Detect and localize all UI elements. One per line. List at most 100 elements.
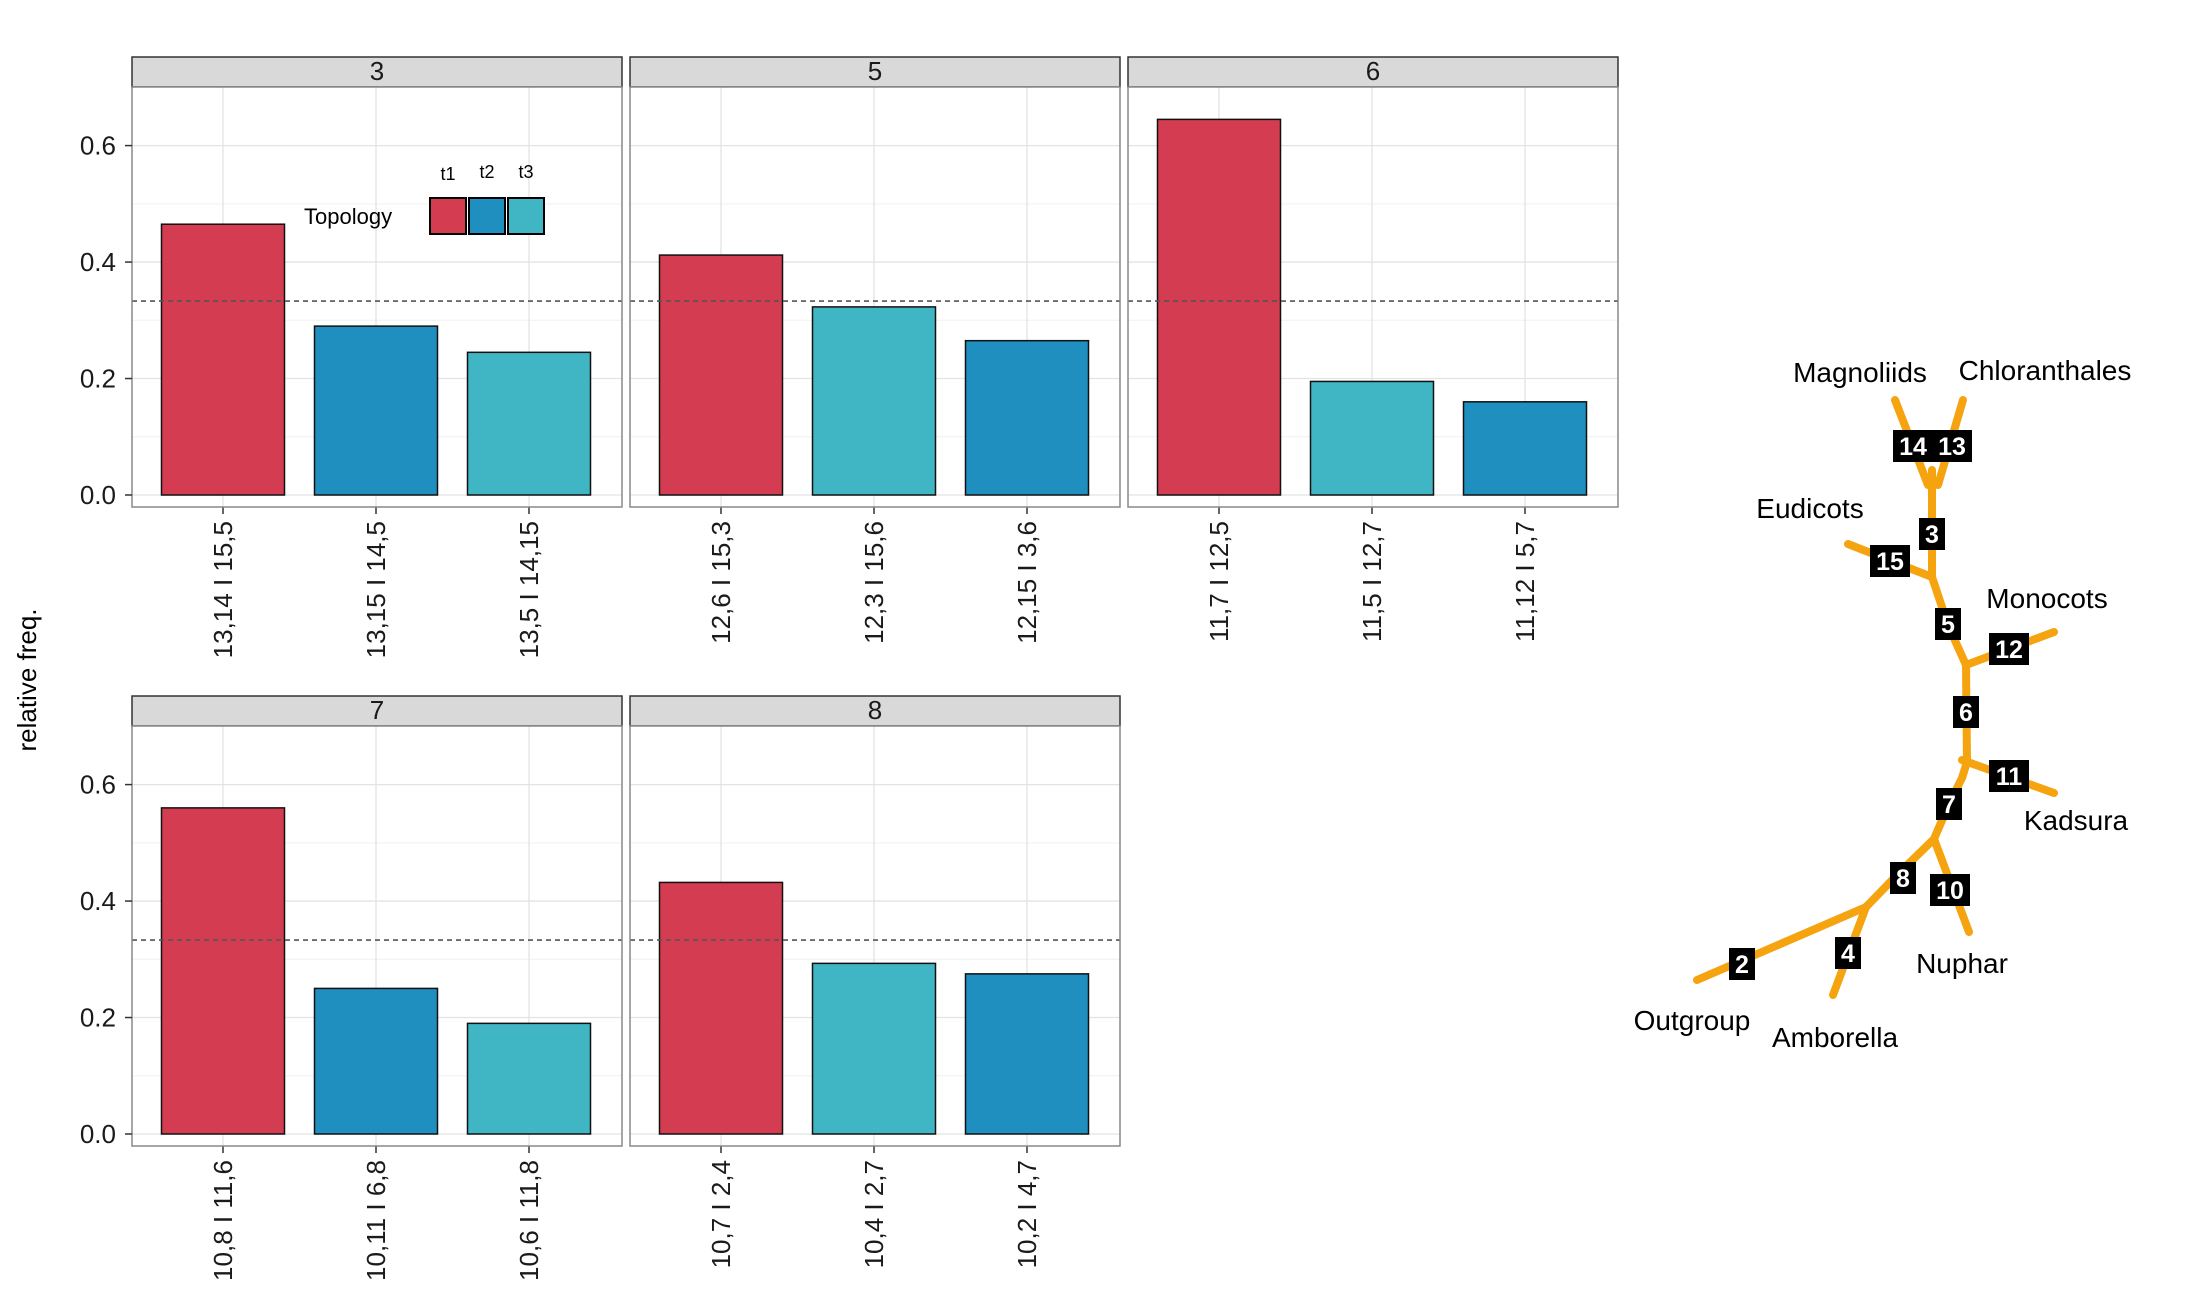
- y-tick-label: 0.2: [80, 1003, 116, 1033]
- tree-node-box: [1932, 430, 1972, 462]
- x-tick-label: 12,3 I 15,6: [859, 521, 889, 644]
- facet-strip-label: 5: [868, 56, 882, 86]
- facet-strip-label: 3: [370, 56, 384, 86]
- taxon-label-magnoliids: Magnoliids: [1793, 357, 1927, 388]
- tree-node-2: 2: [1729, 948, 1755, 980]
- bar-t1: [160, 223, 286, 496]
- x-tick-label: 10,7 I 2,4: [706, 1160, 736, 1268]
- tree-node-label: 15: [1876, 548, 1904, 576]
- tree-node-label: 6: [1959, 699, 1973, 727]
- y-tick-label: 0.0: [80, 480, 116, 510]
- x-tick-label: 12,15 I 3,6: [1012, 521, 1042, 644]
- panel-border: [629, 725, 1121, 1147]
- tree-node-label: 4: [1841, 940, 1855, 968]
- facet-strip-label: 7: [370, 695, 384, 725]
- facet-panels: 3 13,14 I 15,5 13,15 I 14,5 13,5 I 14,15 0.0…: [80, 56, 1619, 1281]
- tree-node-box: [1936, 788, 1962, 820]
- tree-node-box: [1935, 608, 1961, 640]
- tree-node-box: [1953, 696, 1979, 728]
- legend-key-t3: [507, 197, 545, 235]
- x-tick-label: 11,5 I 12,7: [1357, 521, 1387, 642]
- bar-t3: [811, 306, 937, 496]
- taxon-label-amborella: Amborella: [1772, 1022, 1898, 1053]
- y-tick-label: 0.6: [80, 131, 116, 161]
- facet-strip: [131, 56, 623, 88]
- taxon-label-monocots: Monocots: [1986, 583, 2107, 614]
- y-tick-label: 0.6: [80, 770, 116, 800]
- legend-label-t3: t3: [518, 162, 533, 182]
- tree-node-label: 5: [1941, 611, 1955, 639]
- tree-node-label: 12: [1995, 636, 2023, 664]
- panel-border: [1127, 86, 1619, 508]
- x-tick-label: 10,4 I 2,7: [859, 1160, 889, 1268]
- y-axis-label: relative freq.: [12, 608, 42, 751]
- tree-node-box: [1893, 430, 1933, 462]
- bar-t2: [964, 973, 1090, 1135]
- tree-node-box: [1989, 633, 2029, 665]
- taxon-label-eudicots: Eudicots: [1756, 493, 1863, 524]
- tree-node-14: 14: [1893, 430, 1933, 462]
- x-tick-label: 10,2 I 4,7: [1012, 1160, 1042, 1268]
- facet-strip-label: 8: [868, 695, 882, 725]
- legend-key-t1: [429, 197, 467, 235]
- tree-node-label: 11: [1996, 763, 2023, 791]
- facet-panel-5: 5 12,6 I 15,3 12,3 I 15,6 12,15 I 3,6: [629, 56, 1121, 644]
- tree-node-3: 3: [1919, 518, 1945, 550]
- tree-node-label: 14: [1899, 433, 1927, 461]
- tree-node-box: [1890, 862, 1916, 894]
- facet-panel-3: 3 13,14 I 15,5 13,15 I 14,5 13,5 I 14,15 0.0…: [80, 56, 623, 658]
- legend-label-t2: t2: [479, 162, 494, 182]
- tree-edge-outgroup: [1693, 903, 1870, 984]
- tree-node-label: 3: [1925, 521, 1939, 549]
- tree-node-15: 15: [1870, 545, 1910, 577]
- tree-node-box: [1919, 518, 1945, 550]
- tree-node-8: 8: [1890, 862, 1916, 894]
- bar-t3: [811, 962, 937, 1135]
- facet-panel-8: 8 10,7 I 2,4 10,4 I 2,7 10,2 I 4,7: [629, 695, 1121, 1268]
- y-tick-label: 0.4: [80, 886, 116, 916]
- tree-node-label: 8: [1896, 865, 1910, 893]
- x-tick-label: 13,5 I 14,15: [514, 521, 544, 658]
- panel-border: [629, 86, 1121, 508]
- legend-title: Topology: [304, 204, 392, 229]
- tree-node-12: 12: [1989, 633, 2029, 665]
- tree-node-box: [1835, 937, 1861, 969]
- tree-edges: [1693, 396, 2058, 999]
- tree-nodes: 14 13 3 15 5 12 6 11 7 8 10 2 4: [1729, 430, 2029, 980]
- facet-strip: [629, 56, 1121, 88]
- tree-node-5: 5: [1935, 608, 1961, 640]
- tree-taxa: Magnoliids Chloranthales Eudicots Monocots K…: [1634, 355, 2132, 1053]
- tree-node-label: 13: [1938, 433, 1966, 461]
- tree-node-box: [1729, 948, 1755, 980]
- bar-t1: [658, 254, 784, 496]
- tree-node-11: 11: [1989, 760, 2029, 792]
- bar-t3: [466, 351, 592, 496]
- x-tick-label: 12,6 I 15,3: [706, 521, 736, 644]
- taxon-label-outgroup: Outgroup: [1634, 1005, 1751, 1036]
- x-tick-label: 10,8 I 11,6: [208, 1160, 238, 1281]
- y-tick-label: 0.0: [80, 1119, 116, 1149]
- legend-label-t1: t1: [440, 164, 455, 184]
- tree-node-13: 13: [1932, 430, 1972, 462]
- species-tree: 14 13 3 15 5 12 6 11 7 8 10 2 4 Magnoliids Chlorantha…: [1634, 355, 2132, 1053]
- x-tick-label: 13,14 I 15,5: [208, 521, 238, 658]
- taxon-label-chloranthales: Chloranthales: [1959, 355, 2132, 386]
- panel-border: [131, 86, 623, 508]
- x-tick-label: 13,15 I 14,5: [361, 521, 391, 658]
- facet-strip-label: 6: [1366, 56, 1380, 86]
- facet-panel-6: 6 11,7 I 12,5 11,5 I 12,7 11,12 I 5,7: [1127, 56, 1619, 642]
- taxon-label-nuphar: Nuphar: [1916, 948, 2008, 979]
- tree-node-box: [1870, 545, 1910, 577]
- bar-t2: [313, 987, 439, 1135]
- y-tick-label: 0.4: [80, 247, 116, 277]
- tree-node-label: 7: [1942, 791, 1956, 819]
- legend: Topology t1 t2 t3: [304, 162, 545, 235]
- x-tick-label: 11,12 I 5,7: [1510, 521, 1540, 642]
- bar-t3: [466, 1022, 592, 1135]
- tree-node-7: 7: [1936, 788, 1962, 820]
- tree-node-label: 2: [1735, 951, 1749, 979]
- tree-node-4: 4: [1835, 937, 1861, 969]
- legend-key-t2: [468, 197, 506, 235]
- taxon-label-kadsura: Kadsura: [2024, 805, 2129, 836]
